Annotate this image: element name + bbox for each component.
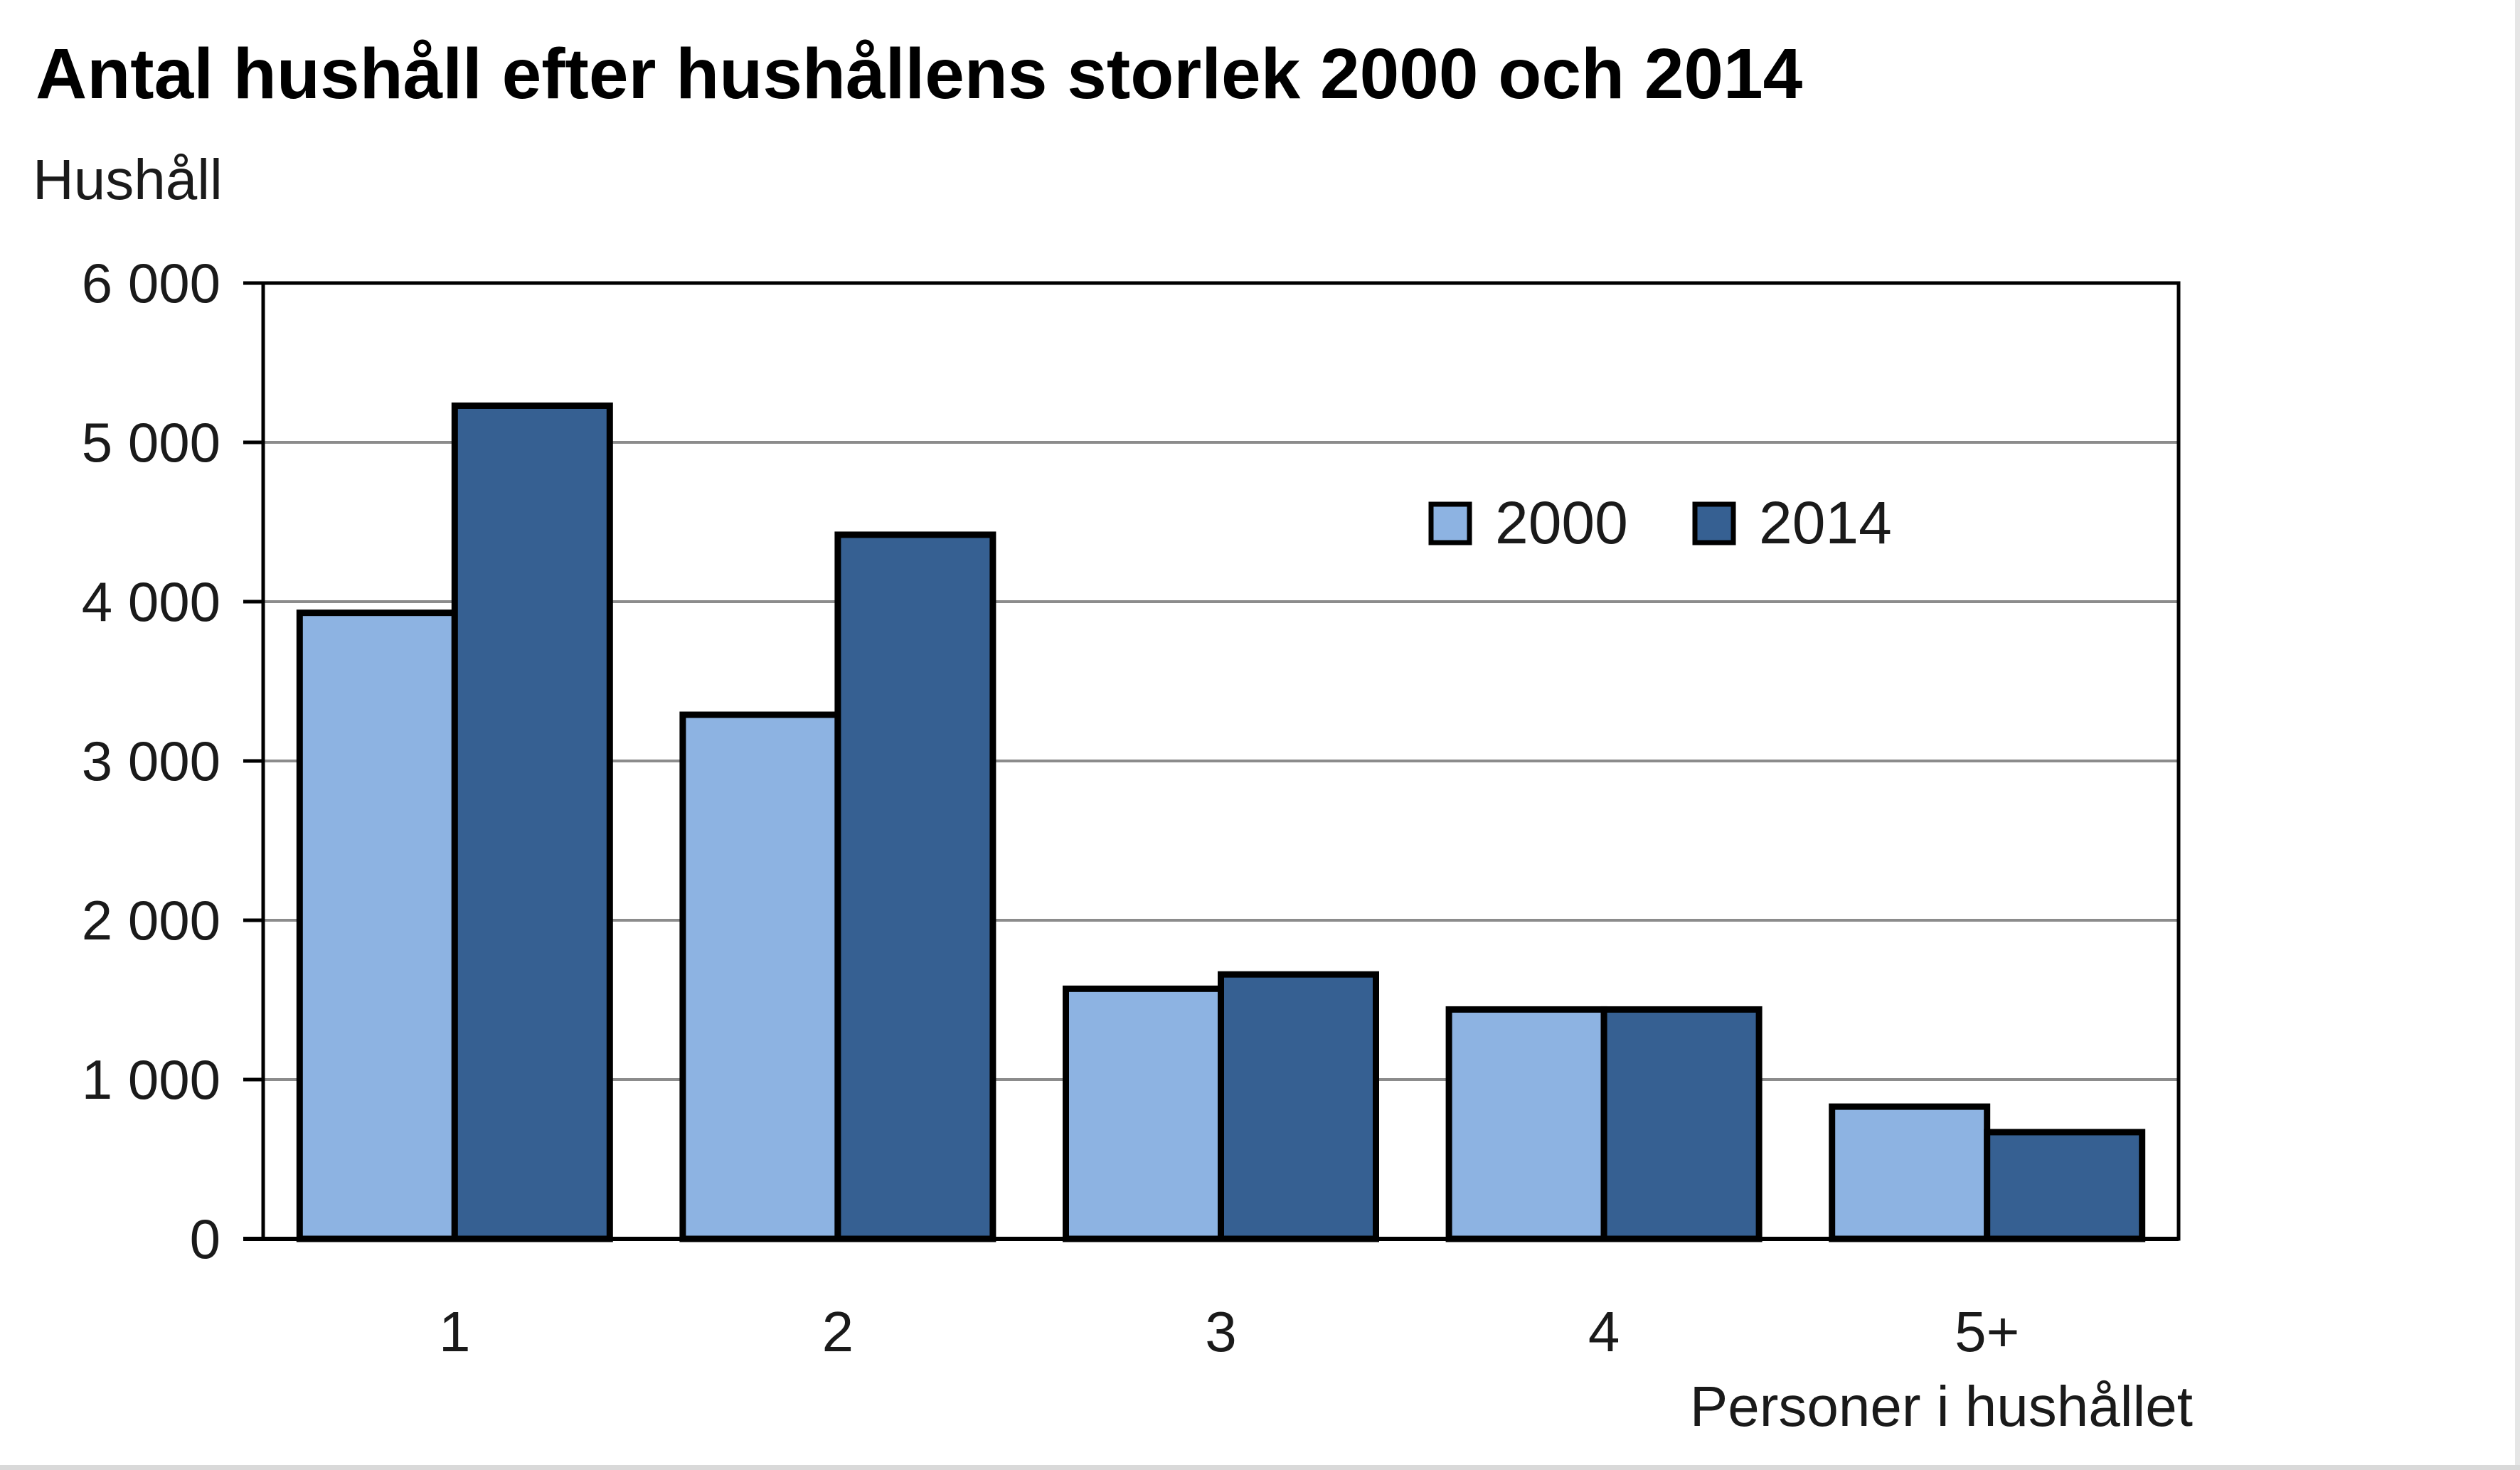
- y-tick-label: 4 000: [82, 570, 220, 633]
- legend: 2000 2014: [1428, 489, 1892, 556]
- y-tick-label: 3 000: [82, 730, 220, 792]
- x-tick-label: 5+: [1955, 1300, 2019, 1363]
- legend-label-2014: 2014: [1759, 489, 1892, 556]
- y-tick-label: 2 000: [82, 889, 220, 952]
- bars: [296, 402, 2146, 1242]
- x-tick-label: 1: [439, 1300, 471, 1363]
- bar-2000-2: [679, 711, 841, 1242]
- y-tick-label: 1 000: [82, 1048, 220, 1111]
- bar-2000-3: [1063, 985, 1224, 1242]
- bar-2014-3: [1218, 971, 1379, 1242]
- x-tick-labels: 1 2 3 4 5+: [439, 1300, 2019, 1363]
- y-tick-label: 0: [190, 1208, 220, 1270]
- x-tick-label: 4: [1588, 1300, 1620, 1363]
- chart-title: Antal hushåll efter hushållens storlek 2…: [36, 34, 1803, 114]
- x-tick-label: 2: [822, 1300, 854, 1363]
- y-tick-label: 5 000: [82, 411, 220, 474]
- legend-swatch-2000: [1428, 501, 1472, 545]
- bar-2014-2: [834, 531, 996, 1242]
- y-axis-unit-label: Hushåll: [33, 148, 223, 211]
- bar-2000-5+: [1829, 1103, 1991, 1242]
- bar-2000-1: [296, 609, 458, 1242]
- x-axis-label: Personer i hushållet: [1690, 1375, 2193, 1438]
- bar-2014-5+: [1984, 1129, 2146, 1242]
- frame-bottom-edge: [0, 1465, 2520, 1470]
- y-tick-labels: 0 1 000 2 000 3 000 4 000 5 000 6 000: [82, 252, 220, 1270]
- bar-2000-4: [1445, 1006, 1607, 1242]
- y-tick-label: 6 000: [82, 252, 220, 314]
- legend-swatch-2014: [1692, 501, 1736, 545]
- x-tick-label: 3: [1205, 1300, 1237, 1363]
- frame-right-edge: [2515, 0, 2520, 1470]
- legend-label-2000: 2000: [1495, 489, 1628, 556]
- bar-2014-1: [451, 402, 613, 1242]
- bar-2014-4: [1600, 1006, 1763, 1242]
- axes: [243, 281, 2181, 1241]
